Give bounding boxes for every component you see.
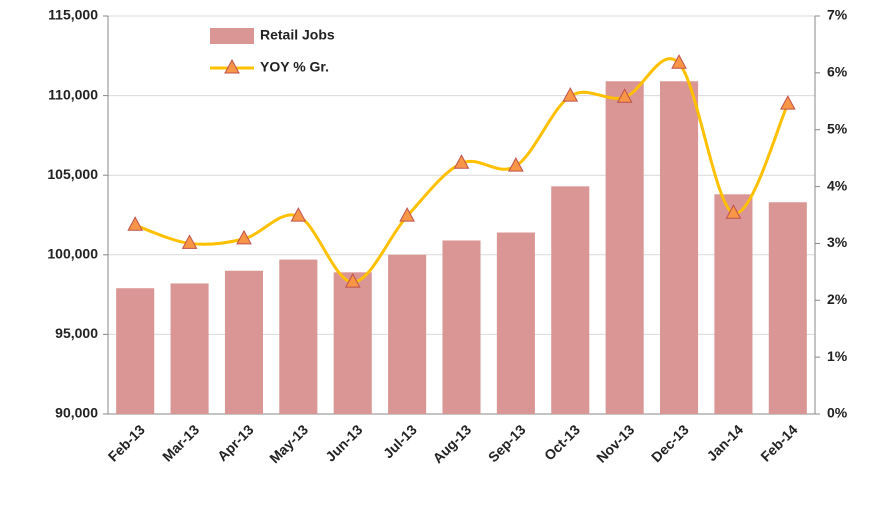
legend-label: YOY % Gr. xyxy=(260,59,329,75)
y-tick-label: 100,000 xyxy=(47,246,98,262)
bar xyxy=(279,259,318,414)
bar xyxy=(116,288,155,414)
marker xyxy=(616,88,633,103)
x-tick-label: Feb-14 xyxy=(757,421,800,464)
marker xyxy=(671,54,687,69)
bar xyxy=(551,186,590,414)
y2-tick-label: 6% xyxy=(827,64,848,80)
x-tick-label: Mar-13 xyxy=(159,421,202,464)
bar xyxy=(442,240,481,414)
bar xyxy=(333,272,372,414)
bar xyxy=(768,202,807,414)
y2-tick-label: 1% xyxy=(827,348,848,364)
legend-label: Retail Jobs xyxy=(260,27,335,43)
marker xyxy=(290,207,307,222)
bar xyxy=(224,270,263,414)
bar xyxy=(170,283,209,414)
bar xyxy=(660,81,699,414)
y2-tick-label: 5% xyxy=(827,120,848,136)
x-tick-label: Dec-13 xyxy=(648,421,692,465)
x-tick-label: Apr-13 xyxy=(214,421,257,464)
y-tick-label: 95,000 xyxy=(55,325,98,341)
marker xyxy=(181,234,198,249)
x-tick-label: Aug-13 xyxy=(429,421,474,466)
x-tick-label: Nov-13 xyxy=(593,421,637,465)
x-tick-label: Feb-13 xyxy=(105,421,148,464)
marker xyxy=(725,204,742,219)
y2-tick-label: 7% xyxy=(827,7,848,23)
x-tick-label: Jul-13 xyxy=(380,421,420,461)
bar xyxy=(388,254,427,414)
marker xyxy=(399,207,415,222)
marker xyxy=(127,216,144,231)
marker xyxy=(344,273,361,288)
x-tick-label: Sep-13 xyxy=(485,421,529,465)
legend-swatch xyxy=(210,28,254,44)
y-tick-label: 110,000 xyxy=(48,86,98,102)
marker xyxy=(779,95,796,110)
line xyxy=(134,57,790,284)
y-tick-label: 105,000 xyxy=(47,166,98,182)
x-tick-label: May-13 xyxy=(266,421,311,466)
bar xyxy=(496,232,535,414)
x-tick-label: Oct-13 xyxy=(541,421,583,463)
y2-tick-label: 2% xyxy=(827,291,848,307)
x-tick-label: Jun-13 xyxy=(322,421,365,464)
marker xyxy=(508,157,524,172)
y2-tick-label: 3% xyxy=(827,234,848,250)
y2-tick-label: 0% xyxy=(827,405,848,421)
marker xyxy=(562,87,579,102)
y-tick-label: 115,000 xyxy=(48,7,98,23)
y2-tick-label: 4% xyxy=(827,177,848,193)
x-tick-label: Jan-14 xyxy=(703,421,746,464)
legend-marker xyxy=(224,58,240,74)
marker xyxy=(236,229,252,245)
bar xyxy=(714,194,753,414)
y-tick-label: 90,000 xyxy=(55,405,98,421)
marker xyxy=(453,154,470,169)
bar xyxy=(605,81,644,414)
